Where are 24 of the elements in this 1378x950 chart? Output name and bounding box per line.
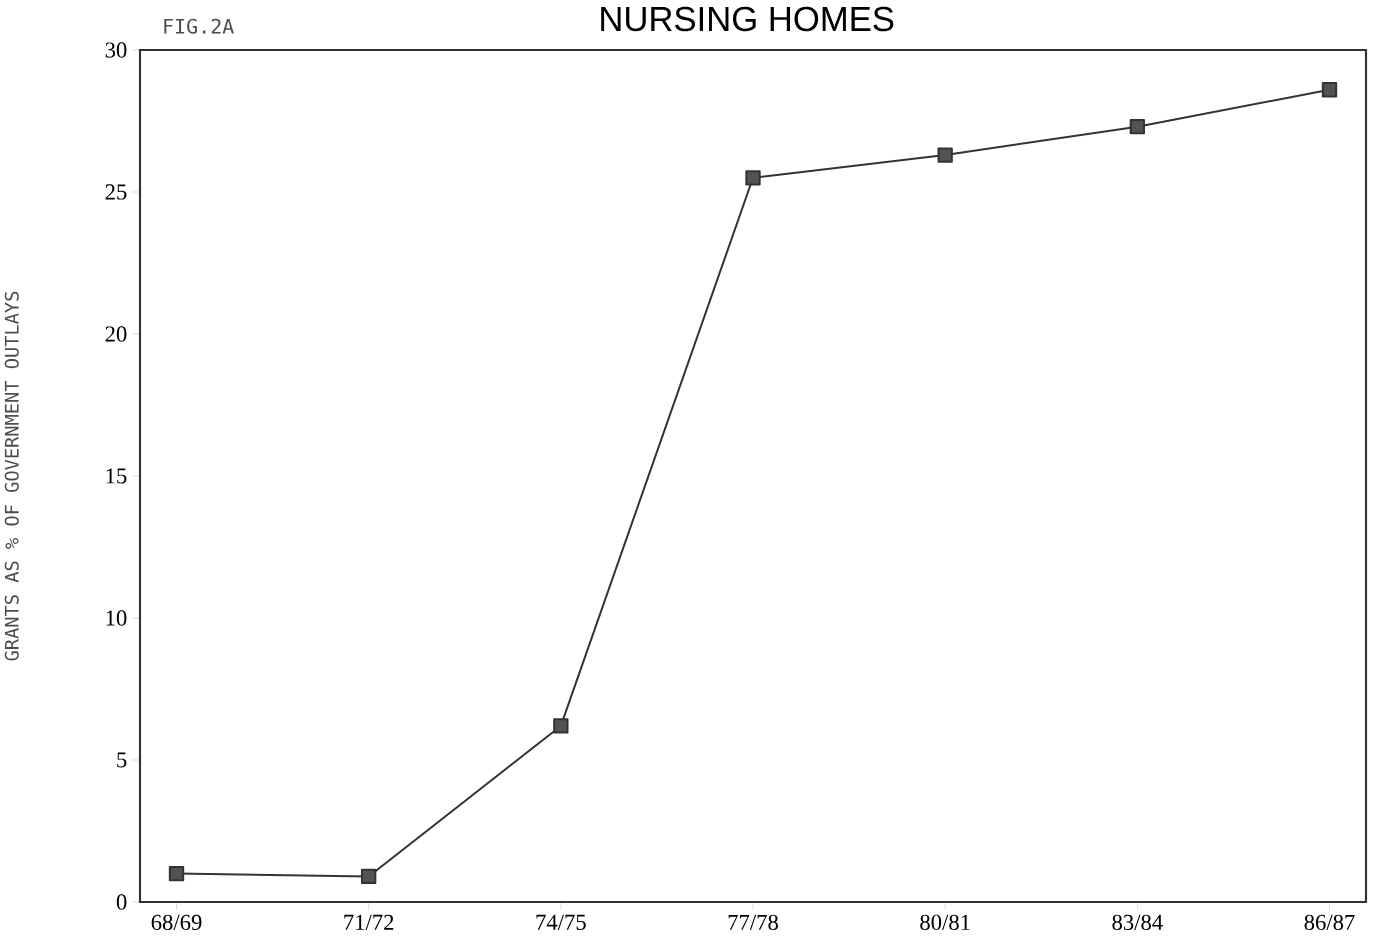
- y-tick-label: 0: [116, 894, 127, 910]
- x-tick-label: 83/84: [1112, 914, 1163, 931]
- chart-title: NURSING HOMES: [601, 6, 894, 32]
- y-tick-label: 10: [106, 610, 127, 626]
- point: [745, 170, 761, 186]
- x-tick-label: 86/87: [1304, 914, 1355, 931]
- x-tick-label: 77/78: [728, 914, 778, 931]
- y-tick-label: 30: [105, 42, 127, 58]
- y-axis-title: GRANTS AS % OF GOVERNMENT OUTLAYS: [4, 291, 19, 661]
- x-tick-label: 80/81: [920, 914, 970, 931]
- point: [168, 865, 185, 882]
- y-tick-label: 20: [105, 326, 127, 342]
- caption: FIG.2A: [164, 18, 234, 34]
- point: [553, 718, 569, 734]
- point: [937, 147, 953, 163]
- y-tick-label: 5: [117, 752, 127, 768]
- x-tick-label: 68/69: [151, 914, 202, 931]
- x-tick-label: 74/75: [536, 914, 586, 930]
- point: [1321, 82, 1338, 98]
- x-tick-label: 71/72: [344, 914, 394, 930]
- y-tick-label: 15: [106, 468, 127, 484]
- y-tick-label: 25: [105, 184, 127, 200]
- point: [361, 868, 377, 885]
- point: [1129, 119, 1146, 135]
